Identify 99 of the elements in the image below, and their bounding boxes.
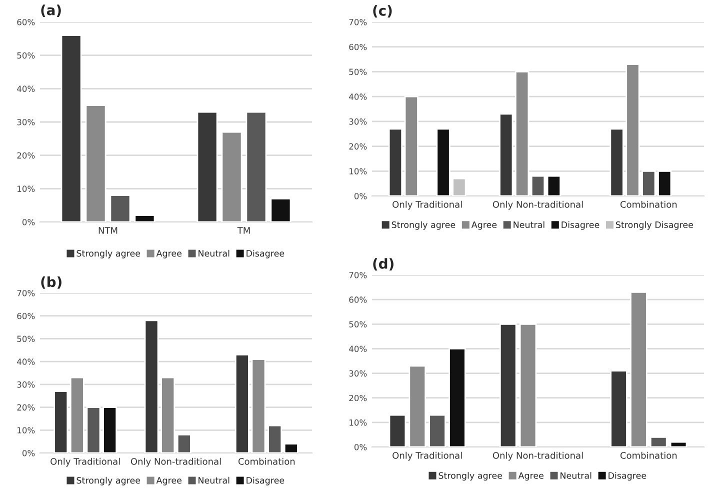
legend-label: Agree xyxy=(518,472,544,481)
legend-label: Strongly agree xyxy=(438,472,502,481)
bar xyxy=(60,34,82,222)
y-tick-label: 20% xyxy=(349,394,367,402)
bar xyxy=(85,104,106,222)
y-tick-label: 0% xyxy=(354,444,367,450)
y-tick-label: 20% xyxy=(349,143,367,150)
bar xyxy=(670,441,688,447)
bar xyxy=(499,113,514,196)
y-tick-label: 40% xyxy=(17,358,35,365)
x-tick-label: Only Non-traditional xyxy=(130,458,221,467)
y-tick-label: 60% xyxy=(17,18,35,26)
bar xyxy=(630,292,648,447)
y-tick-label: 10% xyxy=(18,186,35,192)
legend-label: Neutral xyxy=(514,221,544,228)
y-tick-label: 30% xyxy=(349,118,367,125)
bar xyxy=(86,406,101,453)
bar xyxy=(404,96,418,196)
bar xyxy=(54,390,68,453)
bar xyxy=(160,376,176,453)
bar xyxy=(176,434,192,453)
x-tick-label: Only Traditional xyxy=(392,200,462,210)
y-tick-label: 30% xyxy=(17,381,35,388)
y-tick-label: 50% xyxy=(349,321,367,328)
x-tick-label: Combination xyxy=(620,200,677,208)
bar xyxy=(499,323,517,447)
y-tick-label: 30% xyxy=(349,370,367,377)
y-tick-label: 50% xyxy=(17,52,35,59)
y-tick-label: 60% xyxy=(349,296,367,303)
legend-label: Neutral xyxy=(198,250,230,257)
legend-label: Strongly agree xyxy=(76,250,140,258)
bar xyxy=(610,370,628,447)
bar xyxy=(514,71,530,196)
y-tick-label: 40% xyxy=(349,346,367,352)
bar xyxy=(448,348,466,447)
y-tick-label: 50% xyxy=(17,336,35,342)
y-tick-label: 10% xyxy=(350,419,367,426)
y-tick-label: 20% xyxy=(17,152,35,159)
y-tick-label: 10% xyxy=(350,168,367,174)
y-tick-label: 0% xyxy=(22,218,35,226)
bar xyxy=(408,365,426,447)
y-tick-label: 60% xyxy=(349,44,367,50)
y-tick-label: 70% xyxy=(17,290,35,296)
y-tick-label: 70% xyxy=(349,18,367,26)
x-tick-label: NTM xyxy=(98,227,118,234)
x-tick-label: Only Traditional xyxy=(392,452,462,461)
chart-title: (a) xyxy=(41,4,61,17)
bar xyxy=(530,175,546,196)
bar xyxy=(650,436,668,447)
bar xyxy=(519,323,537,447)
bar xyxy=(134,214,156,222)
bar xyxy=(388,414,406,447)
legend-label: Disagree xyxy=(562,221,600,230)
bar xyxy=(102,406,118,453)
legend-label: Disagree xyxy=(608,472,646,481)
bar xyxy=(251,358,266,453)
y-tick-label: 20% xyxy=(17,404,35,411)
chart-title: (c) xyxy=(373,5,392,18)
legend-label: Disagree xyxy=(246,476,284,486)
legend-label: Agree xyxy=(471,222,497,230)
bar xyxy=(110,194,131,222)
y-tick-label: 70% xyxy=(349,272,367,278)
bar xyxy=(196,111,218,222)
x-tick-label: Combination xyxy=(238,458,295,465)
bar xyxy=(70,376,84,453)
y-tick-label: 60% xyxy=(17,312,35,320)
legend-label: Disagree xyxy=(246,250,284,258)
y-tick-label: 0% xyxy=(354,192,367,200)
x-tick-label: Only Traditional xyxy=(50,458,120,467)
bar xyxy=(234,354,250,453)
bar xyxy=(658,170,672,196)
bar xyxy=(284,443,298,453)
x-tick-label: Only Non-traditional xyxy=(492,452,583,461)
y-tick-label: 40% xyxy=(349,94,367,100)
legend-label: Agree xyxy=(156,250,182,258)
legend-label: Strongly agree xyxy=(76,476,140,486)
legend-label: Neutral xyxy=(560,472,592,479)
x-tick-label: Combination xyxy=(620,452,677,459)
bar xyxy=(428,414,446,447)
chart-title: (d) xyxy=(373,258,394,271)
bar xyxy=(388,128,403,196)
y-tick-label: 40% xyxy=(17,86,35,92)
bar xyxy=(270,198,292,222)
legend-label: Neutral xyxy=(198,476,230,484)
legend-label: Strongly agree xyxy=(392,221,456,230)
x-tick-label: Only Non-traditional xyxy=(492,200,583,210)
legend-label: Strongly Disagree xyxy=(616,221,693,230)
y-tick-label: 10% xyxy=(18,427,35,434)
chart-title: (b) xyxy=(41,276,62,289)
bar xyxy=(221,131,242,222)
y-tick-label: 0% xyxy=(22,450,35,456)
legend-label: Agree xyxy=(156,477,182,486)
bar xyxy=(268,424,282,453)
bar xyxy=(144,320,159,453)
bar xyxy=(546,175,562,196)
y-tick-label: 30% xyxy=(17,118,35,126)
y-tick-label: 50% xyxy=(349,68,367,75)
bar xyxy=(246,111,267,222)
x-tick-label: TM xyxy=(237,227,250,234)
